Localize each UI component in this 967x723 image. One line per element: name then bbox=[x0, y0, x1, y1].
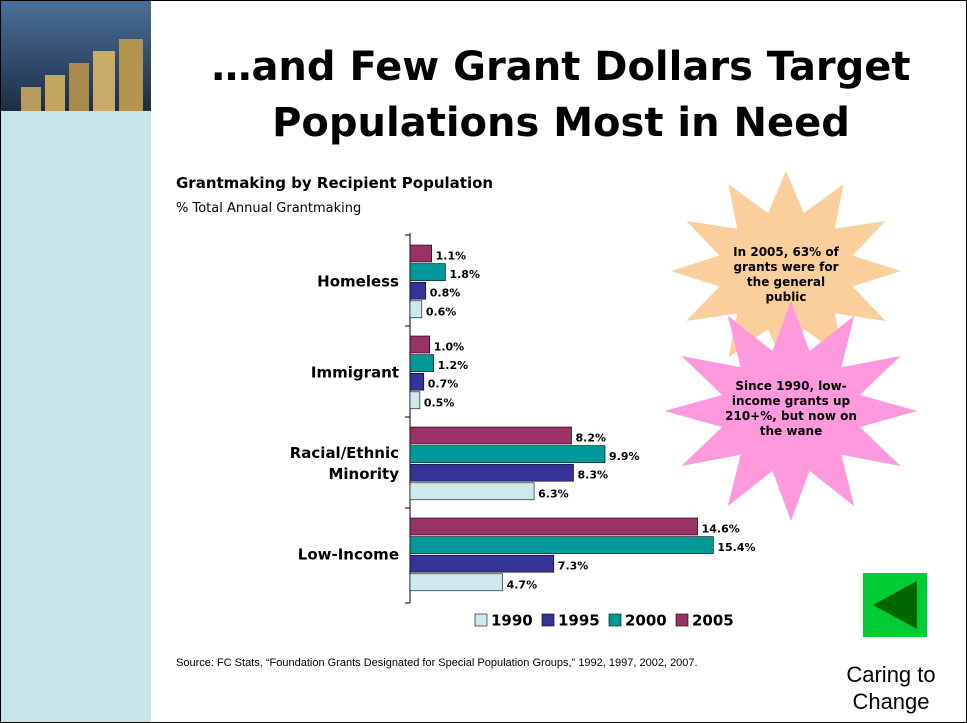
value-label: 1.1% bbox=[436, 250, 467, 263]
bar bbox=[409, 445, 606, 463]
value-label: 0.7% bbox=[428, 378, 459, 391]
bar bbox=[409, 372, 425, 391]
sidebar bbox=[1, 1, 151, 722]
annotation: In 2005, 63% of grants were for the gene… bbox=[733, 245, 839, 304]
category-label: Low-Income bbox=[297, 545, 399, 564]
coins-image bbox=[1, 1, 151, 111]
category-label: Homeless bbox=[317, 272, 399, 291]
slide-title: …and Few Grant Dollars Target Population… bbox=[211, 44, 911, 146]
bar bbox=[409, 354, 434, 372]
bar bbox=[409, 463, 574, 482]
bar bbox=[409, 391, 421, 410]
legend-swatch bbox=[675, 613, 689, 627]
legend-label: 2000 bbox=[625, 612, 667, 630]
value-label: 9.9% bbox=[609, 450, 640, 463]
value-label: 15.4% bbox=[717, 541, 755, 554]
value-label: 1.8% bbox=[449, 268, 480, 281]
annotation: Since 1990, low-income grants up 210+%, … bbox=[725, 379, 857, 438]
value-label: 8.2% bbox=[576, 432, 607, 445]
value-label: 0.6% bbox=[426, 305, 457, 318]
category-label: Racial/Ethnic Minority bbox=[289, 444, 399, 484]
legend-swatch bbox=[474, 613, 488, 627]
starburst bbox=[671, 171, 901, 371]
bar bbox=[409, 335, 431, 354]
bar bbox=[409, 482, 535, 501]
value-label: 7.3% bbox=[558, 560, 589, 573]
bar bbox=[409, 263, 446, 281]
bar bbox=[409, 536, 714, 554]
value-label: 1.0% bbox=[434, 341, 465, 354]
legend-label: 1995 bbox=[558, 612, 600, 630]
value-label: 1.2% bbox=[438, 359, 469, 372]
bar bbox=[409, 281, 427, 300]
starburst bbox=[664, 301, 918, 521]
legend-label: 2005 bbox=[692, 612, 734, 630]
chart-title: Grantmaking by Recipient Population bbox=[176, 174, 494, 192]
bar bbox=[409, 244, 432, 263]
bar bbox=[409, 573, 503, 592]
legend-label: 1990 bbox=[491, 612, 533, 630]
value-label: 0.5% bbox=[424, 396, 455, 409]
value-label: 6.3% bbox=[538, 487, 569, 500]
chart-subtitle: % Total Annual Grantmaking bbox=[176, 201, 362, 216]
value-label: 4.7% bbox=[507, 578, 538, 591]
category-label: Immigrant bbox=[310, 363, 399, 382]
bar bbox=[409, 300, 423, 319]
back-button[interactable] bbox=[863, 573, 927, 637]
value-label: 14.6% bbox=[702, 523, 740, 536]
legend-swatch bbox=[541, 613, 555, 627]
legend-swatch bbox=[608, 613, 622, 627]
bar bbox=[409, 554, 555, 573]
value-label: 8.3% bbox=[578, 469, 609, 482]
bar bbox=[409, 517, 698, 536]
footer: Caring to Change bbox=[846, 662, 936, 714]
value-label: 0.8% bbox=[430, 287, 461, 300]
source: Source: FC Stats, “Foundation Grants Des… bbox=[176, 657, 698, 669]
bar bbox=[409, 426, 572, 445]
